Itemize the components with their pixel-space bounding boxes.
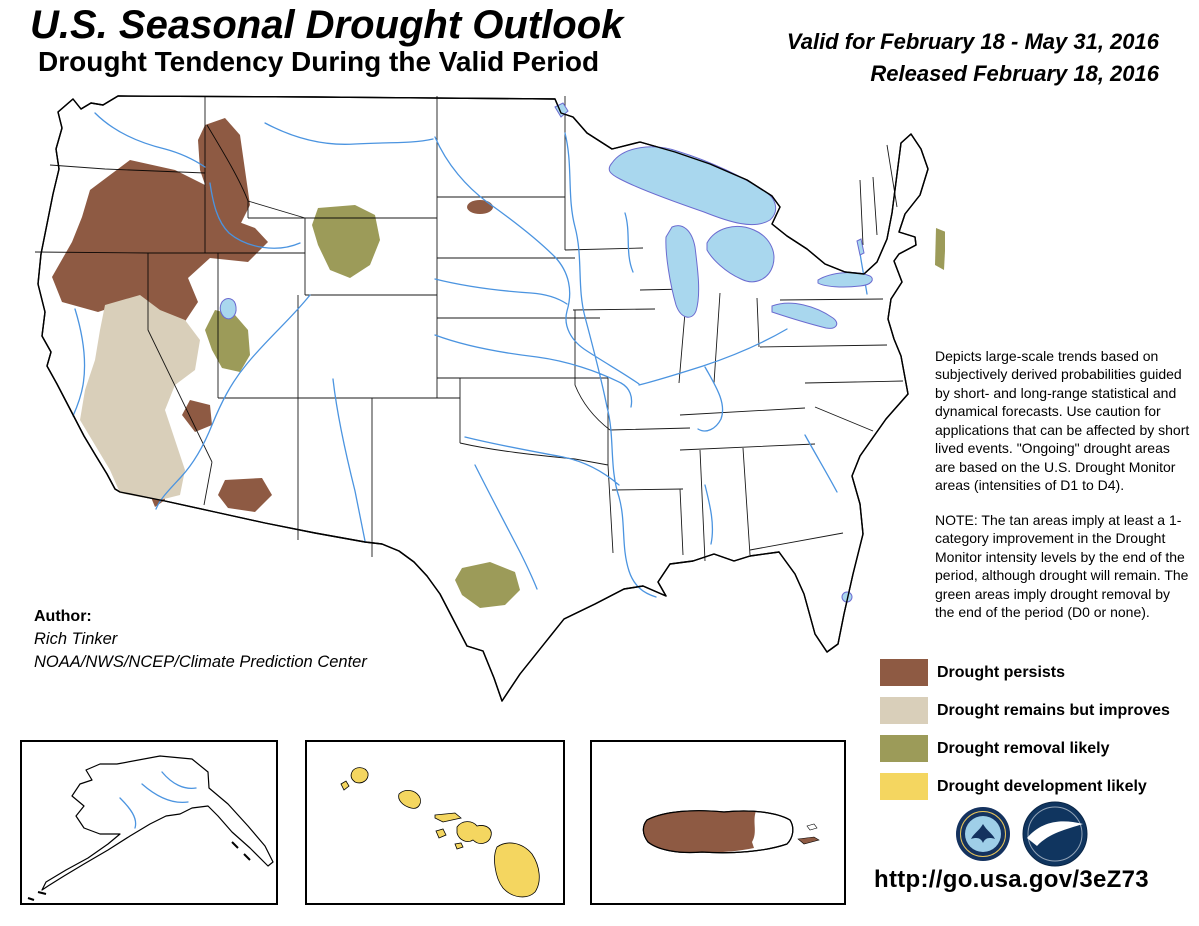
drought-areas-removal	[205, 205, 946, 608]
description-paragraph-1: Depicts large-scale trends based on subj…	[935, 348, 1190, 494]
author-block: Author: Rich Tinker NOAA/NWS/NCEP/Climat…	[34, 606, 367, 675]
page-subtitle: Drought Tendency During the Valid Period	[38, 46, 600, 77]
conus-map	[15, 85, 946, 740]
header-titles: U.S. Seasonal Drought Outlook Drought Te…	[30, 4, 623, 78]
agency-logos	[955, 800, 1089, 868]
hawaii-inset	[305, 740, 565, 905]
description-paragraph-2: NOTE: The tan areas imply at least a 1-c…	[935, 511, 1189, 621]
author-label: Author:	[34, 608, 92, 625]
great-lakes	[219, 102, 873, 603]
page-title: U.S. Seasonal Drought Outlook	[30, 3, 624, 47]
legend-label: Drought development likely	[937, 777, 1147, 795]
legend-swatch-development	[880, 773, 928, 800]
drought-areas-improves	[80, 295, 200, 500]
puerto-rico-inset	[590, 740, 846, 905]
legend: Drought persists Drought remains but imp…	[880, 659, 1170, 811]
valid-period-text: Valid for February 18 - May 31, 2016	[786, 29, 1159, 54]
state-borders	[34, 96, 904, 562]
legend-swatch-removal	[880, 735, 928, 762]
legend-item-improves: Drought remains but improves	[880, 697, 1170, 724]
legend-swatch-improves	[880, 697, 928, 724]
release-date-text: Released February 18, 2016	[870, 60, 1159, 86]
legend-label: Drought removal likely	[937, 739, 1110, 757]
puerto-rico-map	[642, 810, 820, 854]
alaska-inset	[20, 740, 278, 905]
conus-map-svg	[34, 95, 946, 702]
vieques-island	[797, 836, 820, 845]
culebra-island	[806, 823, 818, 831]
legend-item-removal: Drought removal likely	[880, 735, 1170, 762]
legend-item-persists: Drought persists	[880, 659, 1170, 686]
hawaii-islands-development	[340, 767, 540, 898]
shortlink-url: http://go.usa.gov/3eZ73	[874, 866, 1149, 893]
us-outline-stroke	[37, 95, 929, 702]
alaska-map	[27, 755, 274, 901]
hawaii-map	[340, 767, 540, 898]
author-name: Rich Tinker	[34, 630, 118, 649]
author-organization: NOAA/NWS/NCEP/Climate Prediction Center	[34, 653, 367, 672]
legend-item-development: Drought development likely	[880, 773, 1170, 800]
legend-label: Drought persists	[937, 663, 1066, 681]
valid-period-block: Valid for February 18 - May 31, 2016 Rel…	[787, 26, 1159, 90]
department-of-commerce-seal	[956, 807, 1010, 861]
puerto-rico-outline-stroke	[642, 810, 794, 854]
aleutian-islands	[27, 841, 251, 901]
legend-label: Drought remains but improves	[937, 701, 1170, 719]
noaa-emblem	[1022, 801, 1088, 867]
legend-swatch-persists	[880, 659, 928, 686]
map-description: Depicts large-scale trends based on subj…	[935, 347, 1193, 638]
puerto-rico-persists-area	[643, 810, 756, 853]
